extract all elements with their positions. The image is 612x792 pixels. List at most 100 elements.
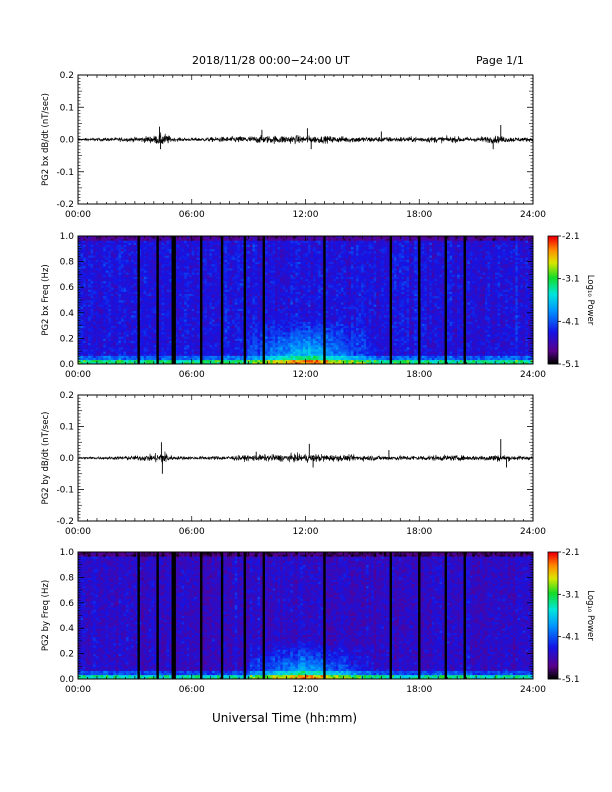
spectrogram-cell [113, 268, 117, 271]
spectrogram-cell [100, 257, 104, 260]
spectrogram-cell [115, 280, 119, 284]
spectrogram-cell [78, 272, 81, 275]
spectrogram-cell [95, 308, 99, 312]
spectrogram-cell [105, 325, 109, 329]
spectrogram-cell [103, 342, 107, 346]
spectrogram-cell [98, 246, 102, 250]
spectrogram-cell [78, 244, 81, 248]
spectrogram-cell [113, 344, 117, 348]
waveform-panel-0: -0.2-0.10.00.10.200:00 06:00 12:00 18:00 24:… [41, 71, 546, 220]
spectrogram-cell [98, 278, 102, 282]
spectrogram-cell [108, 310, 112, 314]
spectrogram-cell [120, 355, 124, 358]
spectrogram-cell [118, 302, 122, 305]
spectrogram-cell [85, 297, 89, 301]
spectrogram-cell [113, 351, 117, 354]
spectrogram-cell [105, 329, 109, 333]
spectrogram-cell [110, 327, 114, 331]
spectrogram-cell [88, 342, 92, 346]
spectrogram-cell [118, 321, 122, 324]
spectrogram-cell [95, 291, 99, 294]
spectrogram-cell [105, 285, 109, 288]
spectrogram-cell [118, 361, 122, 365]
spectrogram-cell [90, 359, 94, 363]
spectrogram-cell [90, 325, 94, 329]
spectrogram-cell [113, 257, 117, 260]
spectrogram-cell [108, 329, 112, 333]
spectrogram-cell [93, 314, 97, 318]
spectrogram-cell [108, 323, 112, 326]
spectrogram-cell [100, 310, 104, 314]
spectrogram-cell [90, 302, 94, 305]
spectrogram-cell [80, 246, 84, 250]
spectrogram-cell [80, 321, 84, 324]
spectrogram-cell [105, 361, 109, 365]
spectrogram-cell [85, 310, 89, 314]
spectrogram-cell [103, 300, 107, 303]
spectrogram-cell [115, 334, 119, 337]
spectrogram-cell [90, 240, 94, 243]
spectrogram-cell [83, 323, 86, 326]
spectrogram-cell [88, 325, 92, 329]
spectrogram-cell [115, 359, 119, 363]
spectrogram-cell [100, 280, 104, 284]
spectrogram-cell [118, 300, 122, 303]
spectrogram-cell [93, 261, 97, 265]
spectrogram-cell [80, 325, 84, 329]
spectrogram-cell [93, 272, 97, 275]
spectrogram-cell [105, 300, 109, 303]
spectrogram-cell [95, 263, 99, 267]
spectrogram-cell [80, 306, 84, 309]
spectrogram-cell [85, 291, 89, 294]
spectrogram-cell [88, 285, 92, 288]
spectrogram-cell [78, 312, 81, 316]
spectrogram-cell [93, 325, 97, 329]
spectrogram-cell [100, 236, 104, 239]
spectrogram-cell [115, 276, 119, 280]
spectrogram-cell [105, 355, 109, 358]
spectrogram-cell [108, 291, 112, 294]
spectrogram-cell [90, 236, 94, 239]
spectrogram-cell [115, 302, 119, 305]
spectrogram-cell [83, 255, 86, 258]
spectrogram-cell [110, 285, 114, 288]
spectrogram-cell [100, 327, 104, 331]
spectrogram-cell [83, 346, 86, 350]
spectrogram-cell [83, 336, 86, 339]
spectrogram-cell [113, 321, 117, 324]
spectrogram-cell [83, 276, 86, 280]
spectrogram-cell [110, 280, 114, 284]
spectrogram-cell [98, 238, 102, 241]
spectrogram-cell [108, 263, 112, 267]
spectrogram-cell [98, 300, 102, 303]
spectrogram-cell [118, 236, 122, 239]
spectrogram-cell [80, 255, 84, 258]
spectrogram-cell [88, 327, 92, 331]
spectrogram-cell [105, 263, 109, 267]
spectrogram-cell [118, 349, 122, 352]
spectrogram-cell [113, 240, 117, 243]
spectrogram-cell [118, 276, 122, 280]
spectrogram-cell [100, 312, 104, 316]
spectrogram-cell [85, 336, 89, 339]
spectrogram-cell [90, 268, 94, 271]
spectrogram-cell [100, 344, 104, 348]
spectrogram-cell [108, 246, 112, 250]
spectrogram-cell [78, 361, 81, 365]
spectrogram-cell [100, 274, 104, 277]
spectrogram-cell [83, 355, 86, 358]
spectrogram-cell [103, 340, 107, 344]
spectrogram-cell [85, 242, 89, 245]
spectrogram-cell [100, 321, 104, 324]
spectrogram-cell [100, 272, 104, 275]
spectrogram-cell [88, 336, 92, 339]
spectrogram-cell [100, 295, 104, 299]
spectrogram-cell [105, 312, 109, 316]
spectrogram-cell [83, 321, 86, 324]
spectrogram-cell [115, 265, 119, 269]
spectrogram-cell [110, 336, 114, 339]
spectrogram-cell [113, 297, 117, 301]
spectrogram-cell [113, 274, 117, 277]
spectrogram-cell [85, 319, 89, 322]
spectrogram-cell [115, 289, 119, 292]
